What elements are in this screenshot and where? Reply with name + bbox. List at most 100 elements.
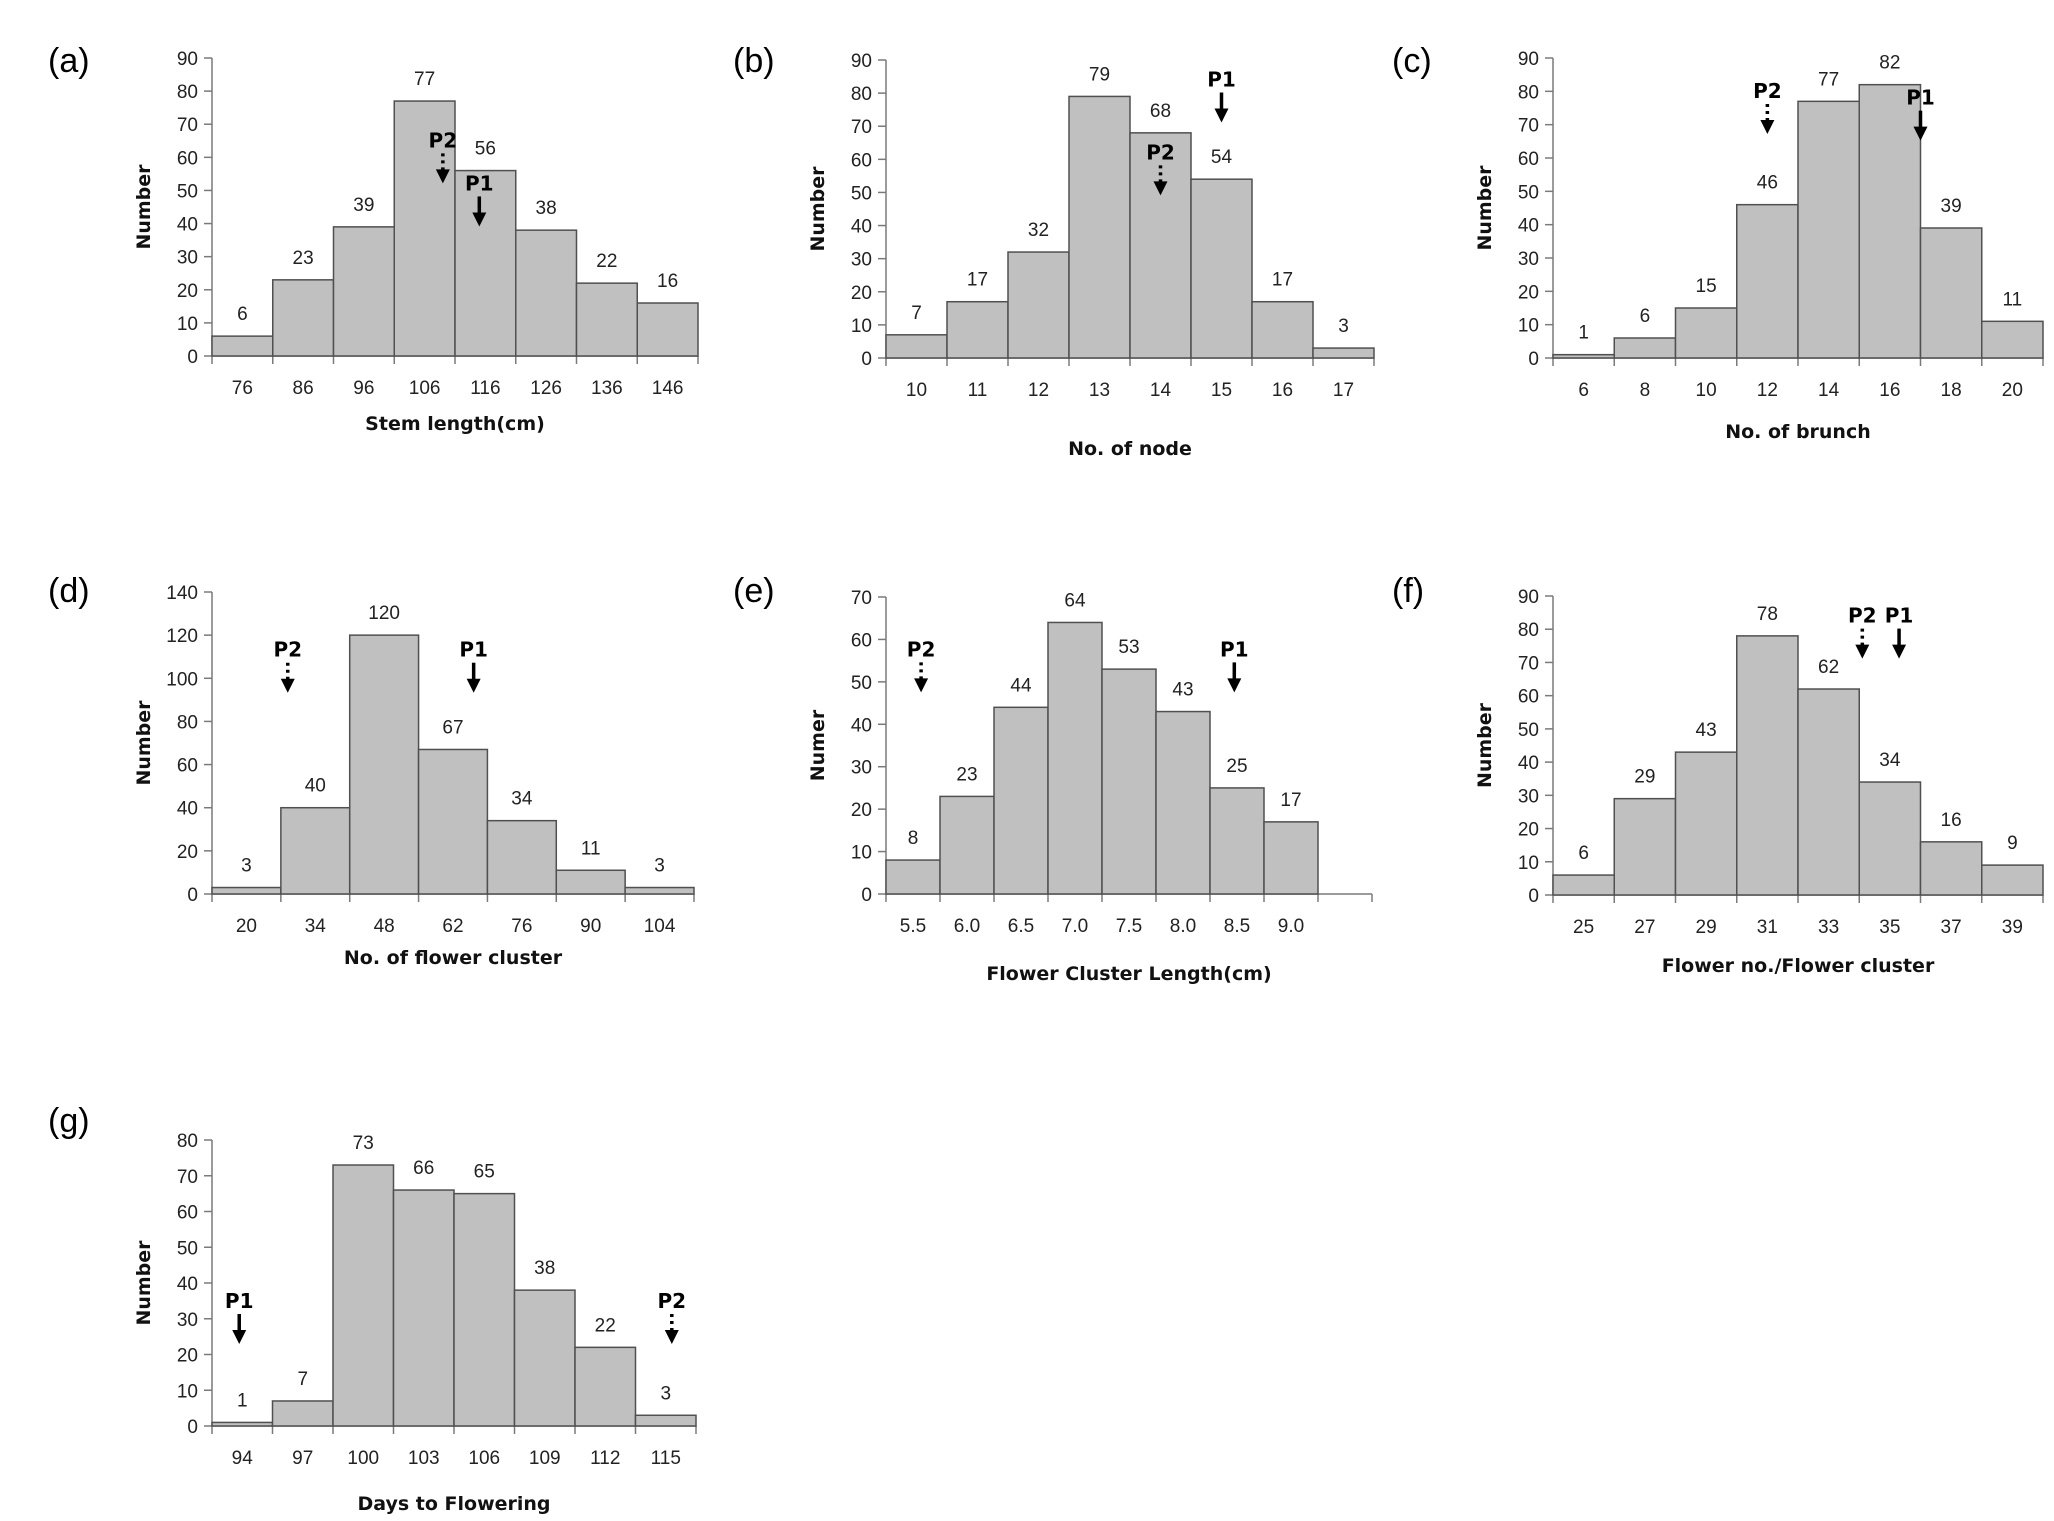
arrow-head — [1913, 126, 1928, 141]
bar — [1155, 710, 1211, 895]
bar — [1797, 100, 1860, 359]
x-tick-label: 8.0 — [1170, 916, 1196, 937]
panel-label: (g) — [48, 1102, 90, 1140]
y-tick-label: 100 — [166, 669, 198, 690]
bar — [1674, 307, 1738, 359]
marker-label: P1 — [465, 171, 494, 195]
data-label: 11 — [581, 838, 601, 859]
x-tick-label: 62 — [442, 916, 463, 937]
y-tick-label: 70 — [177, 1167, 198, 1188]
x-tick-label: 18 — [1941, 380, 1962, 401]
x-tick-label: 5.5 — [900, 916, 926, 937]
y-axis-title: Number — [133, 164, 155, 250]
x-tick-label: 96 — [353, 378, 374, 399]
x-tick-label: 106 — [409, 378, 441, 399]
y-tick-label: 30 — [851, 758, 872, 779]
x-tick-label: 25 — [1573, 917, 1594, 938]
y-tick-label: 10 — [851, 843, 872, 864]
bar — [1007, 251, 1070, 359]
arrow-head — [1855, 644, 1870, 659]
data-label: 67 — [442, 717, 463, 738]
bar — [1919, 841, 1983, 896]
bar — [1613, 337, 1677, 359]
x-axis-title: Flower Cluster Length(cm) — [986, 963, 1271, 985]
arrow-head — [232, 1330, 247, 1345]
bar — [885, 334, 948, 359]
panel-label: (e) — [733, 572, 775, 610]
y-tick-label: 30 — [177, 248, 198, 269]
data-label: 29 — [1634, 767, 1655, 788]
marker-label: P2 — [658, 1289, 687, 1313]
y-tick-label: 80 — [177, 82, 198, 103]
x-tick-label: 8 — [1640, 380, 1651, 401]
marker-label: P2 — [1848, 604, 1877, 628]
data-label: 6 — [237, 304, 248, 325]
arrow-head — [1214, 108, 1229, 123]
bar — [634, 1414, 697, 1427]
bar — [1736, 635, 1799, 896]
marker-label: P2 — [273, 638, 302, 662]
bar — [946, 300, 1009, 359]
bar — [417, 748, 489, 895]
data-label: 7 — [911, 303, 922, 324]
marker-label: P1 — [1207, 67, 1236, 91]
y-tick-label: 20 — [177, 1346, 198, 1367]
data-label: 53 — [1118, 637, 1139, 658]
marker-label: P1 — [1906, 86, 1935, 110]
data-label: 82 — [1879, 53, 1900, 74]
y-tick-label: 50 — [851, 673, 872, 694]
data-label: 22 — [595, 1315, 616, 1336]
data-label: 39 — [1941, 196, 1962, 217]
arrow-head — [1760, 120, 1775, 134]
bar — [1981, 864, 2044, 896]
y-tick-label: 70 — [1518, 653, 1539, 674]
panel-label: (b) — [733, 42, 775, 80]
data-label: 17 — [967, 270, 988, 291]
x-tick-label: 100 — [347, 1448, 379, 1469]
bar — [332, 1164, 395, 1427]
x-tick-label: 7.5 — [1116, 916, 1142, 937]
data-label: 6 — [1640, 306, 1651, 327]
data-label: 54 — [1211, 147, 1233, 168]
panel-label: (c) — [1392, 42, 1432, 80]
x-tick-label: 29 — [1696, 917, 1717, 938]
x-tick-label: 17 — [1333, 380, 1354, 401]
x-tick-label: 13 — [1089, 380, 1110, 401]
y-tick-label: 0 — [861, 885, 872, 906]
y-tick-label: 0 — [187, 347, 198, 368]
y-tick-label: 50 — [1518, 720, 1539, 741]
x-tick-label: 115 — [651, 1448, 681, 1469]
bar — [272, 279, 335, 357]
data-label: 44 — [1010, 675, 1032, 696]
x-axis-title: No. of brunch — [1725, 421, 1871, 443]
data-label: 56 — [475, 139, 496, 160]
data-label: 15 — [1696, 276, 1717, 297]
data-label: 65 — [474, 1162, 495, 1183]
bar — [1552, 874, 1615, 896]
x-tick-label: 10 — [906, 380, 927, 401]
y-tick-label: 140 — [166, 583, 198, 604]
marker-label: P1 — [225, 1289, 254, 1313]
marker-p1: P1 — [1220, 637, 1249, 693]
data-label: 6 — [1578, 843, 1589, 864]
bar — [1674, 751, 1738, 896]
y-tick-label: 40 — [1518, 753, 1539, 774]
panel-label: (f) — [1392, 572, 1424, 610]
y-axis-title: Number — [133, 1240, 155, 1326]
chart-panel-e: (e) 0 10 20 30 40 50 60 70 8 5.5 23 6.0 44 6.5 64 7.0 53 7… — [733, 572, 1373, 985]
data-label: 11 — [2003, 289, 2023, 310]
arrow-head — [914, 678, 929, 693]
x-tick-label: 112 — [590, 1448, 620, 1469]
marker-p2: P2 — [1146, 140, 1175, 196]
marker-p2: P2 — [273, 638, 302, 693]
x-tick-label: 20 — [2002, 380, 2023, 401]
x-tick-label: 12 — [1028, 380, 1049, 401]
marker-p1: P1 — [1885, 604, 1913, 659]
bar — [348, 634, 420, 895]
x-tick-label: 6 — [1578, 380, 1589, 401]
marker-p1: P1 — [459, 638, 488, 693]
x-tick-label: 9.0 — [1278, 916, 1304, 937]
y-tick-label: 120 — [166, 626, 198, 647]
arrow-head — [1227, 678, 1242, 693]
